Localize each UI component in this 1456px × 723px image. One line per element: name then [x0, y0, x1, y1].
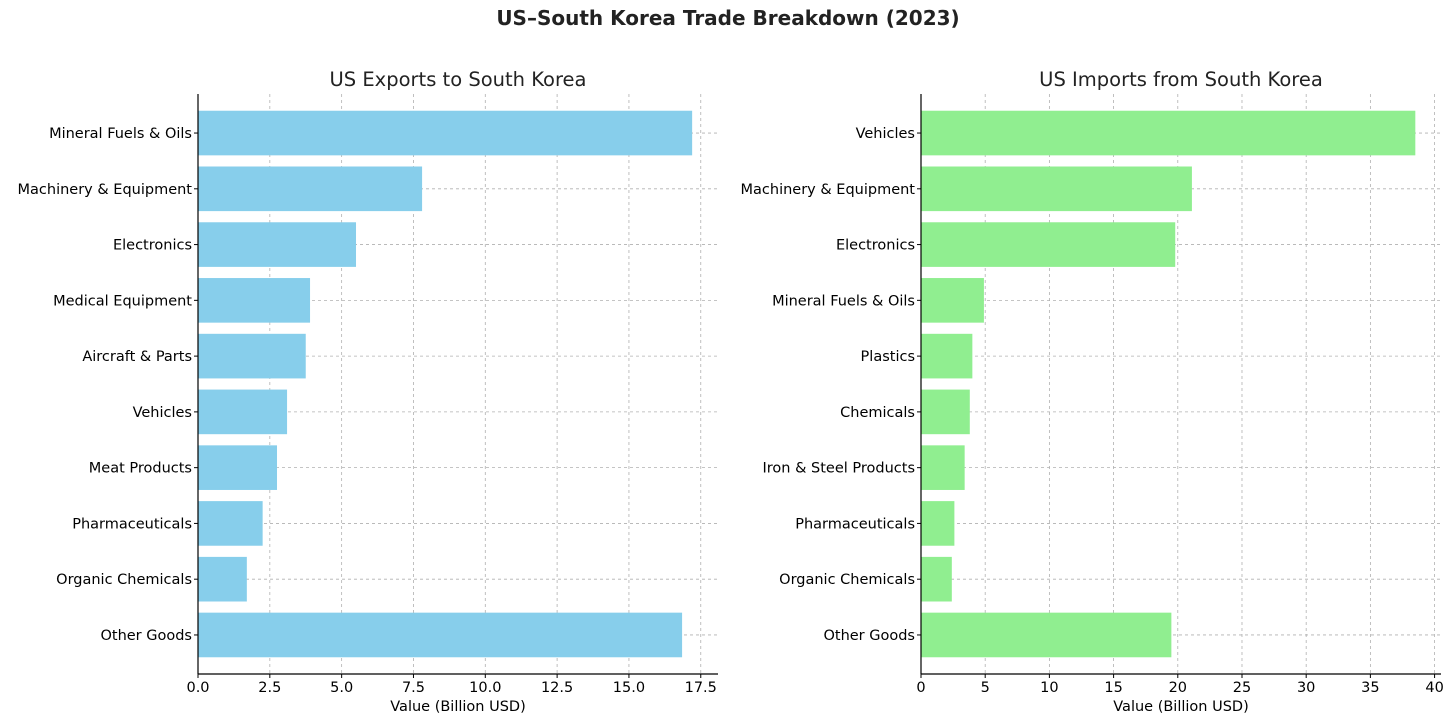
- exports-category-label: Mineral Fuels & Oils: [49, 126, 192, 142]
- exports-category-label: Pharmaceuticals: [72, 516, 192, 532]
- imports-xtick-label: 35: [1361, 680, 1379, 696]
- exports-xtick-label: 0.0: [186, 680, 209, 696]
- exports-bar-3: [198, 278, 311, 323]
- exports-category-label: Aircraft & Parts: [82, 349, 192, 365]
- exports-xtick-label: 7.5: [402, 680, 425, 696]
- exports-bar-6: [198, 445, 278, 490]
- imports-category-label: Iron & Steel Products: [763, 461, 915, 477]
- imports-category-label: Chemicals: [840, 405, 915, 421]
- imports-bar-9: [921, 612, 1172, 658]
- exports-bar-7: [198, 501, 263, 546]
- exports-category-label: Meat Products: [89, 461, 192, 477]
- imports-bar-1: [921, 166, 1192, 212]
- imports-category-label: Pharmaceuticals: [795, 516, 915, 532]
- exports-category-label: Organic Chemicals: [56, 572, 192, 588]
- imports-bar-7: [921, 501, 955, 546]
- exports-xtick-label: 5.0: [330, 680, 353, 696]
- imports-xtick-label: 10: [1040, 680, 1058, 696]
- imports-xtick-label: 0: [916, 680, 925, 696]
- exports-xtick-label: 10.0: [469, 680, 501, 696]
- imports-bar-6: [921, 445, 965, 490]
- exports-category-label: Vehicles: [133, 405, 192, 421]
- exports-category-label: Medical Equipment: [53, 293, 192, 309]
- exports-bar-2: [198, 222, 357, 267]
- exports-xtick-label: 12.5: [541, 680, 573, 696]
- exports-category-label: Other Goods: [100, 628, 192, 644]
- imports-category-label: Vehicles: [856, 126, 915, 142]
- imports-category-label: Organic Chemicals: [779, 572, 915, 588]
- exports-category-label: Machinery & Equipment: [18, 182, 193, 198]
- imports-xtick-label: 30: [1297, 680, 1315, 696]
- imports-xtick-label: 40: [1425, 680, 1443, 696]
- exports-bar-0: [198, 110, 693, 156]
- exports-chart-title: US Exports to South Korea: [330, 68, 587, 91]
- figure-title: US–South Korea Trade Breakdown (2023): [496, 6, 960, 30]
- imports-bar-8: [921, 556, 952, 602]
- exports-bar-8: [198, 556, 247, 602]
- exports-xtick-label: 2.5: [258, 680, 281, 696]
- imports-category-label: Plastics: [861, 349, 915, 365]
- imports-bar-3: [921, 278, 984, 323]
- imports-x-axis-label: Value (Billion USD): [1113, 699, 1248, 715]
- imports-category-label: Mineral Fuels & Oils: [772, 293, 915, 309]
- imports-bar-2: [921, 222, 1176, 267]
- exports-bar-9: [198, 612, 683, 658]
- imports-xtick-label: 5: [981, 680, 990, 696]
- imports-xtick-label: 25: [1233, 680, 1251, 696]
- imports-bar-5: [921, 389, 970, 435]
- imports-category-label: Machinery & Equipment: [741, 182, 916, 198]
- exports-bar-4: [198, 333, 306, 379]
- exports-x-axis-label: Value (Billion USD): [390, 699, 525, 715]
- exports-bar-1: [198, 166, 423, 212]
- imports-category-label: Electronics: [836, 238, 915, 254]
- exports-xtick-label: 17.5: [685, 680, 717, 696]
- exports-xtick-label: 15.0: [613, 680, 645, 696]
- imports-xtick-label: 20: [1169, 680, 1187, 696]
- imports-chart-title: US Imports from South Korea: [1039, 68, 1323, 91]
- imports-category-label: Other Goods: [823, 628, 915, 644]
- imports-bar-0: [921, 110, 1416, 156]
- imports-xtick-label: 15: [1104, 680, 1122, 696]
- exports-bar-5: [198, 389, 288, 435]
- exports-category-label: Electronics: [113, 238, 192, 254]
- imports-bar-4: [921, 333, 973, 379]
